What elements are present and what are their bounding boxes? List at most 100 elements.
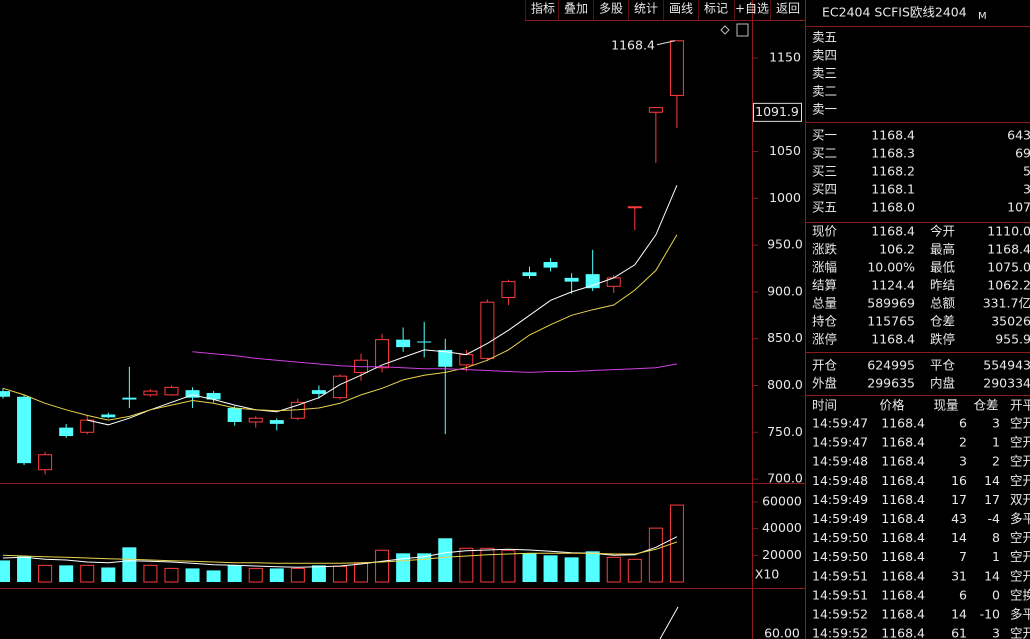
trade-type: 空换: [1010, 587, 1030, 602]
candle-body: [311, 390, 326, 394]
quote-label: 涨停: [812, 332, 837, 347]
trade-volume: 14: [951, 530, 967, 545]
volume-bar: [354, 562, 369, 583]
bid-price: 1168.2: [871, 164, 915, 179]
volume-bar: [627, 558, 642, 583]
volume-bar: [269, 568, 284, 582]
toolbar-button[interactable]: 叠加: [564, 2, 588, 16]
quote-value: 115765: [867, 314, 915, 329]
diamond-icon[interactable]: [720, 25, 730, 35]
trade-volume: 6: [959, 416, 967, 431]
trade-type: 空开: [1010, 549, 1030, 564]
quote-value: 1168.4: [871, 332, 915, 347]
trade-price: 1168.4: [881, 587, 925, 602]
quote-label: 结算: [812, 278, 837, 293]
volume-bar: [396, 553, 411, 582]
trade-oi-change: 3: [992, 626, 1000, 639]
quote-value: 955.9: [995, 332, 1030, 347]
toolbar-button[interactable]: 多股: [599, 2, 623, 16]
volume-bar: [648, 527, 663, 583]
candle-body: [438, 349, 453, 367]
volume-bar: [227, 565, 242, 582]
candle-body: [101, 414, 116, 418]
trade-volume: 3: [959, 454, 967, 469]
volume-bar: [206, 570, 221, 582]
trade-time: 14:59:52: [812, 626, 868, 639]
flow-value: 299635: [867, 376, 915, 391]
volume-bar: [543, 555, 558, 582]
volume-bar: [122, 547, 137, 582]
symbol-badge: M: [978, 11, 987, 22]
ask-label: 卖四: [812, 48, 837, 63]
volume-bar: [564, 557, 579, 582]
panel-icon[interactable]: [736, 23, 749, 37]
quote-value: 1062.2: [987, 278, 1030, 293]
trade-time: 14:59:49: [812, 511, 868, 526]
toolbar-button[interactable]: 画线: [669, 2, 693, 16]
trade-type: 空开: [1010, 416, 1030, 431]
quote-value: 589969: [867, 296, 915, 311]
quote-value: 1075.0: [987, 260, 1030, 275]
toolbar-button[interactable]: +自选: [735, 2, 769, 16]
trade-header: 现量: [933, 398, 958, 413]
candle-body: [480, 301, 495, 359]
quote-label: 总额: [930, 296, 956, 311]
flow-value: 624995: [867, 358, 915, 373]
trade-time: 14:59:51: [812, 568, 868, 583]
trade-header: 开平: [1010, 398, 1030, 413]
flow-value: 290334: [983, 376, 1030, 391]
y-tick-label: 1050: [769, 143, 801, 158]
bid-price: 1168.4: [871, 128, 915, 143]
quote-label: 涨幅: [812, 260, 837, 275]
candle-body: [564, 277, 579, 282]
quote-value: 1110.0: [987, 224, 1030, 239]
trade-price: 1168.4: [881, 435, 925, 450]
candle-body: [206, 392, 221, 400]
trade-volume: 16: [951, 473, 967, 488]
quote-value: 35026: [991, 314, 1030, 329]
quote-value: 10.00%: [867, 260, 915, 275]
trade-price: 1168.4: [881, 416, 925, 431]
volume-bar: [0, 560, 10, 582]
trade-time: 14:59:52: [812, 607, 868, 622]
bid-price: 1168.0: [871, 200, 915, 215]
quote-value: 331.7亿: [983, 296, 1030, 311]
trade-volume: 6: [959, 587, 967, 602]
toolbar-button[interactable]: 统计: [634, 2, 658, 16]
ask-label: 卖二: [812, 84, 837, 99]
toolbar-button[interactable]: 返回: [776, 2, 800, 16]
candle-body: [585, 274, 600, 289]
bid-volume: 643: [1007, 128, 1030, 143]
candle-body: [122, 397, 137, 400]
flow-label: 外盘: [812, 376, 837, 391]
trade-time: 14:59:50: [812, 549, 868, 564]
bid-volume: 3: [1023, 182, 1030, 197]
flow-label: 开仓: [812, 358, 838, 373]
quote-label: 最低: [930, 260, 956, 275]
toolbar-button[interactable]: 指标: [531, 1, 555, 16]
toolbar-button[interactable]: 标记: [704, 2, 728, 16]
bid-volume: 107: [1007, 200, 1030, 215]
trade-header: 时间: [812, 398, 837, 413]
candle-body: [669, 40, 684, 96]
flow-label: 内盘: [930, 376, 955, 391]
volume-bar: [501, 549, 516, 583]
trade-header: 仓差: [973, 398, 998, 413]
indicator-tick-label: 60.00: [764, 626, 800, 639]
trade-price: 1168.4: [881, 568, 925, 583]
bid-label: 买一: [812, 128, 837, 143]
candle-body: [459, 354, 474, 366]
volume-bar: [606, 556, 621, 583]
volume-bar: [290, 567, 305, 583]
bid-label: 买四: [812, 182, 837, 197]
y-tick-label: 750.0: [767, 424, 803, 439]
trade-oi-change: 3: [992, 416, 1000, 431]
y-tick-label: 800.0: [767, 377, 803, 392]
bid-price: 1168.1: [871, 182, 915, 197]
trade-type: 双开: [1010, 492, 1030, 507]
quote-label: 涨跌: [812, 242, 838, 257]
y-tick-label: 950.0: [767, 237, 803, 252]
trade-time: 14:59:47: [812, 435, 868, 450]
candle-body: [17, 396, 32, 464]
